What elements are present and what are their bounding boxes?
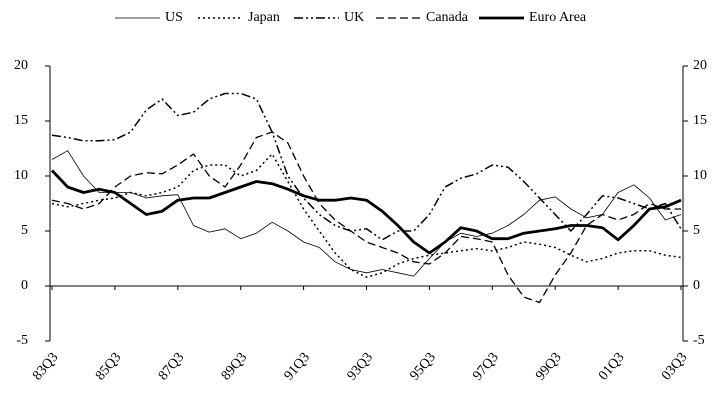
y-tick-label: 10 xyxy=(14,168,28,183)
legend-label: Japan xyxy=(248,10,280,25)
y-tick-label: 5 xyxy=(21,223,28,238)
y2-tick-label: 0 xyxy=(693,278,700,293)
y-tick-label: 20 xyxy=(14,58,28,73)
y2-tick-label: 20 xyxy=(693,58,707,73)
legend-label: US xyxy=(165,10,183,25)
x-tick-label: 87Q3 xyxy=(156,350,187,383)
y2-tick-label: 10 xyxy=(693,168,707,183)
x-tick-label: 03Q3 xyxy=(659,350,690,383)
series-line xyxy=(51,92,682,241)
y-tick-label: -5 xyxy=(16,333,28,348)
x-tick-label: 89Q3 xyxy=(219,350,250,383)
series-line xyxy=(50,169,682,255)
x-tick-label: 95Q3 xyxy=(407,350,438,383)
x-tick-label: 97Q3 xyxy=(470,350,501,383)
x-tick-label: 99Q3 xyxy=(533,350,564,383)
series-line xyxy=(51,153,682,278)
x-tick-label: 93Q3 xyxy=(345,350,376,383)
legend-label: Canada xyxy=(426,10,469,25)
x-tick-label: 85Q3 xyxy=(93,350,124,383)
legend-label: UK xyxy=(344,10,364,25)
y-tick-label: 15 xyxy=(14,113,28,128)
legend-label: Euro Area xyxy=(529,10,587,25)
x-tick-label: 01Q3 xyxy=(596,350,627,383)
x-tick-label: 83Q3 xyxy=(30,350,61,383)
y-tick-label: 0 xyxy=(21,278,28,293)
series-line xyxy=(51,131,681,304)
y2-tick-label: 15 xyxy=(693,113,707,128)
series-line xyxy=(51,150,682,277)
x-tick-label: 91Q3 xyxy=(282,350,313,383)
y2-tick-label: 5 xyxy=(693,223,700,238)
y2-tick-label: -5 xyxy=(693,333,705,348)
